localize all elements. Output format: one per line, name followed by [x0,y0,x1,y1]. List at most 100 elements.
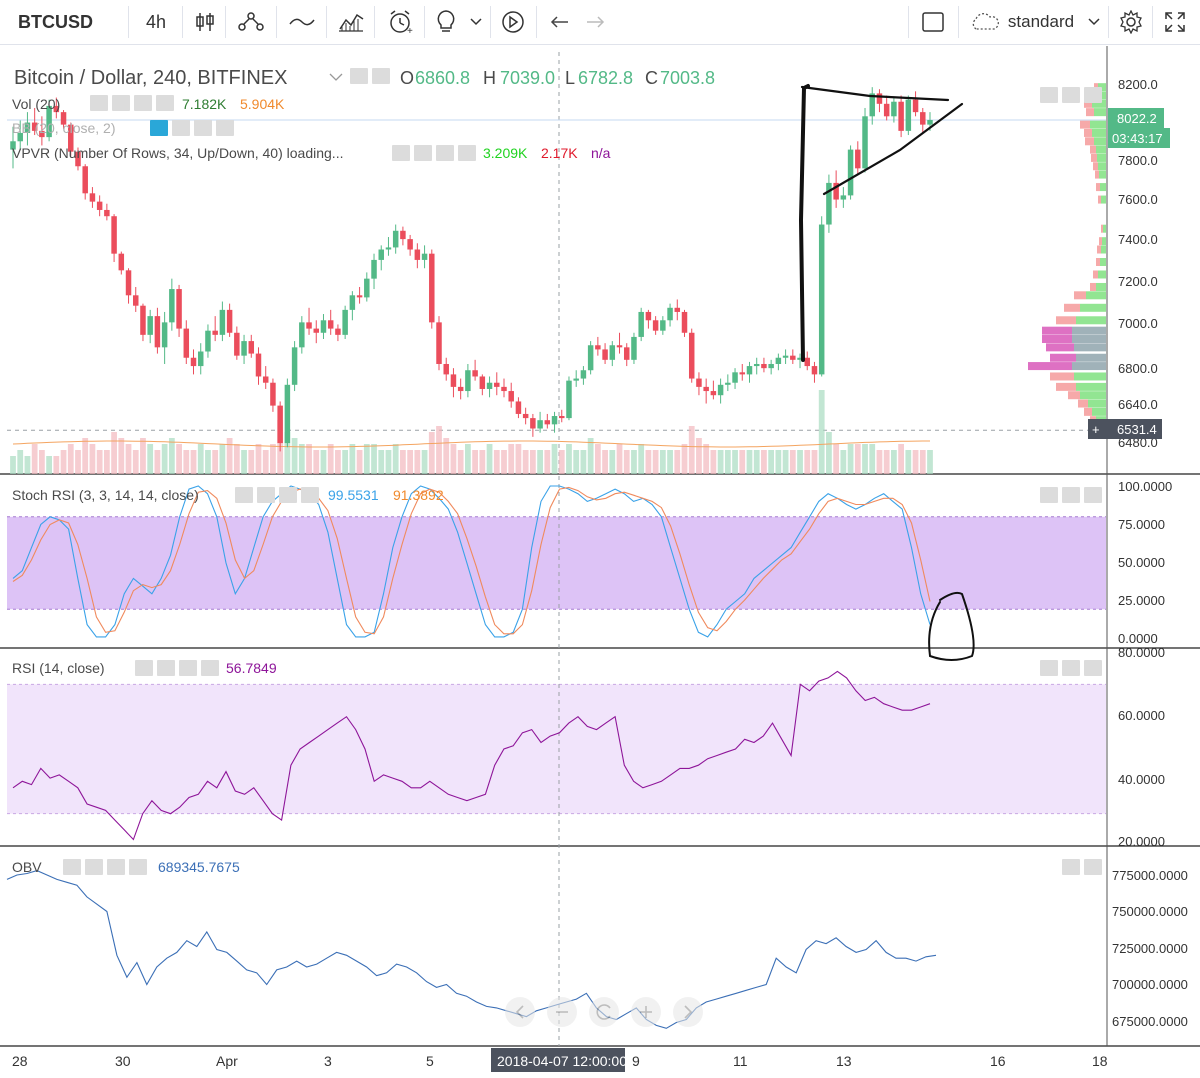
candle-body [891,101,897,117]
candle-body [46,105,52,138]
candle-body [732,372,738,383]
candle-body [443,363,449,375]
price-tick: 7400.0 [1118,232,1158,247]
time-tick: 16 [990,1053,1006,1069]
scroll-right-button[interactable] [673,997,703,1027]
zoom-in-button[interactable] [631,997,661,1027]
candle-body [60,112,67,125]
gear-icon[interactable] [1116,0,1146,44]
pane-control-button [1062,859,1080,875]
fib-icon[interactable] [333,0,369,44]
interval-button[interactable]: 4h [145,11,167,32]
vp-up-bar [1101,245,1106,254]
time-tick: 28 [12,1053,28,1069]
vpvr-legend-button [392,145,410,161]
square-icon[interactable] [918,0,948,44]
vp-down-bar [1078,399,1088,408]
vp-up-bar [1098,83,1106,92]
stoch-legend-button [279,487,297,503]
candle-body [818,224,825,375]
candle-body [551,416,558,425]
last-price-tag [1108,108,1164,128]
volume-bar [226,438,233,474]
symbol-search[interactable]: BTCUSD [18,11,93,32]
volume-bar [580,450,587,474]
vp-up-bar [1097,153,1106,162]
rsi-legend-name[interactable]: RSI (14, close) [12,660,105,676]
volume-bar [46,456,52,474]
stoch-legend-name[interactable]: Stoch RSI (3, 3, 14, 14, close) [12,487,199,503]
vp-down-bar [1046,343,1074,352]
vp-up-bar [1072,335,1106,344]
candle-body [378,249,384,260]
indicators-icon[interactable] [233,0,269,44]
top-toolbar: BTCUSD 4h + standard [0,0,1200,45]
legend-button [350,68,368,84]
time-tick: 5 [426,1053,434,1069]
legend-high-label: H [483,68,496,88]
vol-legend-name[interactable]: Vol (20) [12,96,60,112]
volume-bar [306,444,312,474]
chevron-down-icon[interactable] [466,0,486,44]
vp-down-bar [1084,99,1092,108]
candle-body [486,382,493,389]
volume-bar [270,444,276,474]
volume-bar [443,438,450,474]
candle-body [75,151,81,167]
crosshair-plus-icon: + [1092,422,1100,437]
volume-bar [38,450,45,474]
obv-legend-name[interactable]: OBV [12,859,42,875]
vol-legend-button [156,95,174,111]
idea-icon[interactable] [430,0,462,44]
layout-chevron-icon[interactable] [1084,0,1104,44]
undo-icon[interactable] [545,0,575,44]
candle-body [118,253,125,271]
volume-bar [905,450,912,474]
rsi-tick: 60.0000 [1118,708,1165,723]
stoch-tick: 50.0000 [1118,555,1165,570]
alert-icon[interactable]: + [382,0,418,44]
bb-legend-button [216,120,234,136]
layout-name[interactable]: standard [1007,12,1075,31]
candle-body [313,328,320,333]
volume-bar [342,450,349,474]
vp-up-bar [1086,291,1106,300]
candles-icon[interactable] [190,0,220,44]
candle-body [429,253,435,323]
volume-bar [378,450,385,474]
svg-text:+: + [407,26,413,35]
legend-title[interactable]: Bitcoin / Dollar, 240, BITFINEX [14,67,287,89]
candle-body [140,305,146,335]
candles [10,87,933,452]
price-tick: 7200.0 [1118,274,1158,289]
vpvr-legend-value-3: n/a [591,145,611,161]
volume-bar [544,450,551,474]
bb-legend-name[interactable]: BB (20, close, 2) [12,120,116,136]
fullscreen-icon[interactable] [1160,0,1190,44]
candle-body [602,349,608,360]
vp-down-bar [1093,270,1098,279]
candle-body [920,112,926,125]
volume-bar [241,450,247,474]
time-tick: 9 [632,1053,640,1069]
line-tool-icon[interactable] [284,0,320,44]
volume-bar [782,450,789,474]
vpvr-legend-name[interactable]: VPVR (Number Of Rows, 34, Up/Down, 40) l… [12,145,343,161]
redo-icon[interactable] [580,0,610,44]
candle-body [869,93,875,117]
obv-legend-value: 689345.7675 [158,859,240,875]
vp-up-bar [1090,120,1106,129]
candle-body [262,376,269,383]
volume-bar [284,432,291,474]
vp-up-bar [1076,382,1106,391]
reset-button[interactable] [589,997,619,1027]
title-chevron-icon[interactable] [329,73,343,81]
replay-icon[interactable] [496,0,530,44]
candle-body [133,295,139,306]
scroll-left-button[interactable] [505,997,535,1027]
candle-body [371,259,377,279]
volume-bar [883,450,890,474]
zoom-out-button[interactable] [547,997,577,1027]
candle-body [277,405,283,444]
